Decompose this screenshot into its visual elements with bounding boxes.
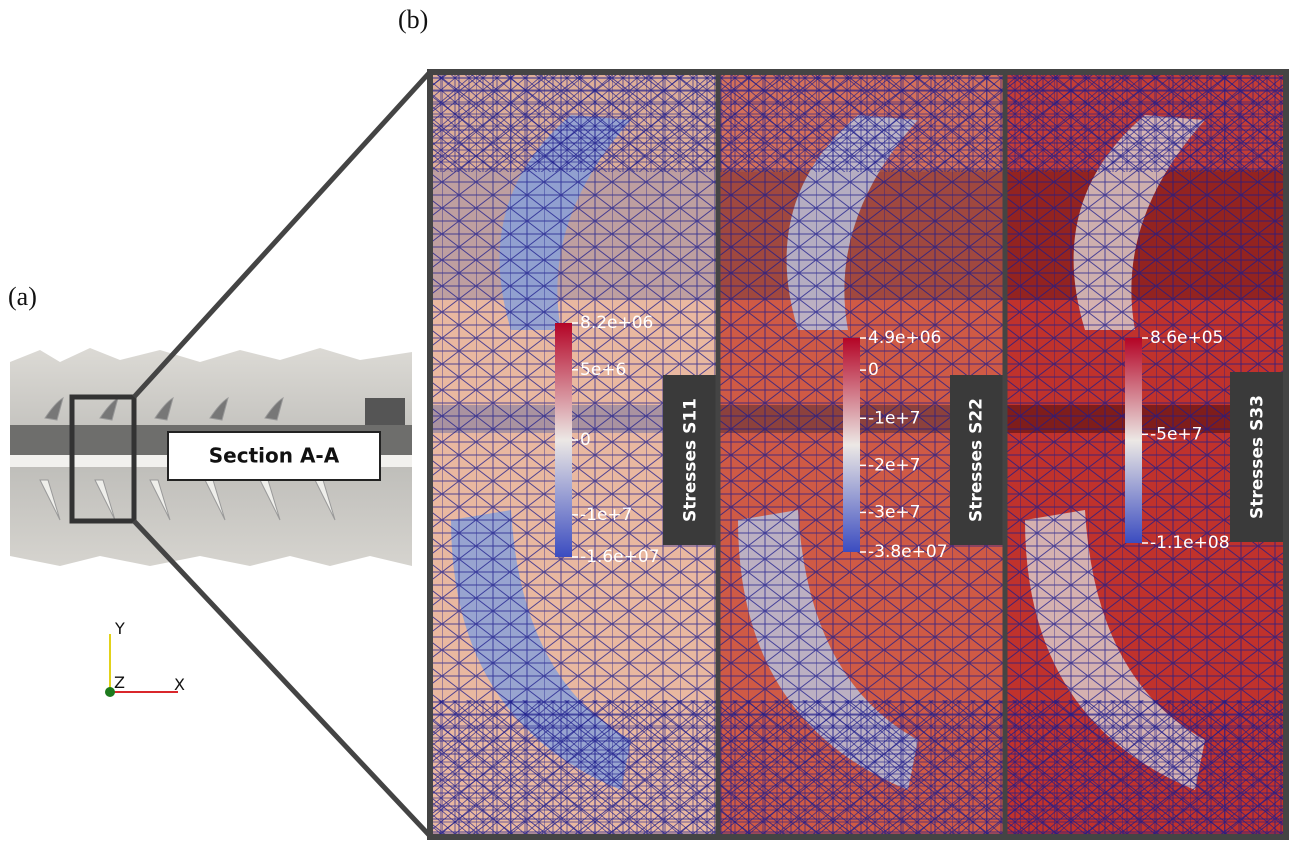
axis-y: Y	[114, 619, 125, 638]
mesh-dense	[718, 72, 1008, 172]
mesh-dense	[431, 700, 721, 837]
colorbar-tick-label: 8.2e+06	[580, 313, 653, 333]
colorbar-tick-label: -5e+7	[1150, 424, 1202, 444]
colorbar-tick-label: -2e+7	[868, 455, 920, 475]
colorbar-tick-label: 8.6e+05	[1150, 328, 1223, 348]
section-label: Section A-A	[209, 444, 340, 468]
colorbar-title: Stresses S33	[1248, 395, 1268, 519]
figure: (a) (b) Section A-A Y Z X 8.2e+06 5e+6 0 -1…	[0, 0, 1289, 841]
colorbar-tick-label: 0	[868, 360, 879, 380]
mesh-dense	[718, 700, 1008, 837]
figure-canvas: (a) (b) Section A-A Y Z X 8.2e+06 5e+6 0 -1…	[0, 0, 1289, 841]
colorbar-title: Stresses S11	[681, 398, 701, 522]
axis-z: Z	[114, 673, 125, 692]
colorbar-tick-label: 5e+6	[580, 360, 626, 380]
colorbar-tick-label: 0	[580, 430, 591, 450]
colorbar-tick-label: -1e+7	[868, 408, 920, 428]
mesh-dense	[1005, 72, 1289, 172]
mesh-dense	[1005, 700, 1289, 837]
colorbar	[555, 323, 572, 557]
colorbar	[1125, 338, 1142, 543]
colorbar-tick-label: -1e+7	[580, 505, 632, 525]
colorbar-title: Stresses S22	[967, 398, 987, 522]
colorbar-tick-label: -3.8e+07	[868, 542, 948, 562]
colorbar	[843, 338, 860, 552]
axis-x: X	[174, 675, 185, 694]
colorbar-tick-label: -3e+7	[868, 502, 920, 522]
colorbar-tick-label: 4.9e+06	[868, 328, 941, 348]
colorbar-tick-label: -1.1e+08	[1150, 533, 1230, 553]
label-b: (b)	[398, 5, 428, 34]
zoom-line	[134, 72, 430, 397]
mesh-dense	[431, 72, 721, 172]
axis-triad: Y Z X	[105, 619, 185, 697]
label-a: (a)	[8, 282, 37, 311]
colorbar-tick-label: -1.6e+07	[580, 547, 660, 567]
